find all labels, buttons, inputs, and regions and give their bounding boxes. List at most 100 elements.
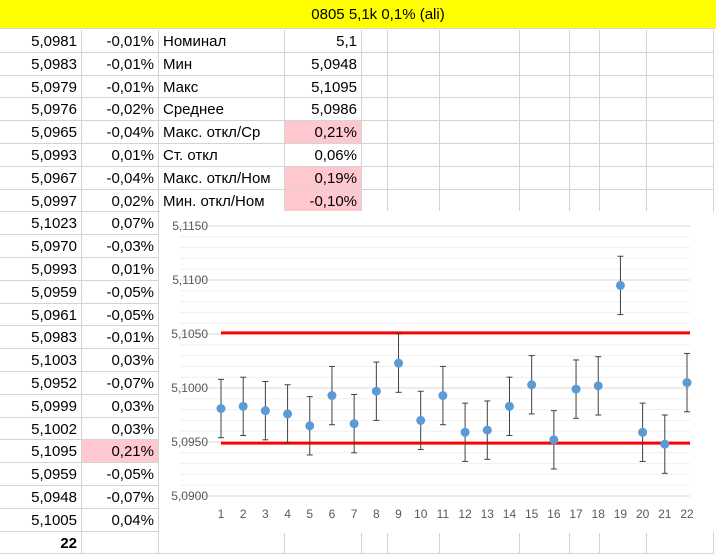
stat-label-cell[interactable]: Макс. откл/Ср	[159, 121, 285, 144]
stat-value-cell[interactable]: 5,1	[285, 30, 362, 53]
empty-cell[interactable]	[520, 52, 570, 76]
value-cell[interactable]: 5,0999	[0, 394, 82, 418]
value-cell[interactable]: 5,0976	[0, 98, 82, 122]
empty-cell[interactable]	[647, 166, 714, 190]
empty-cell[interactable]	[600, 52, 647, 76]
value-cell[interactable]: 5,0993	[0, 258, 82, 281]
deviation-cell[interactable]: 0,02%	[82, 189, 159, 213]
empty-cell[interactable]	[600, 30, 647, 53]
empty-cell[interactable]	[440, 75, 520, 99]
value-cell[interactable]: 5,1095	[0, 440, 82, 464]
empty-cell[interactable]	[520, 98, 570, 122]
empty-cell[interactable]	[388, 166, 440, 190]
empty-cell[interactable]	[647, 52, 714, 76]
deviation-cell[interactable]: 0,01%	[82, 258, 159, 281]
deviation-cell[interactable]: -0,04%	[82, 166, 159, 190]
deviation-cell[interactable]: -0,01%	[82, 52, 159, 76]
stat-label-cell[interactable]: Мин. откл/Ном	[159, 189, 285, 213]
stat-value-cell[interactable]: 5,0986	[285, 98, 362, 122]
value-cell[interactable]: 5,0959	[0, 463, 82, 486]
deviation-cell[interactable]: -0,03%	[82, 235, 159, 258]
empty-cell[interactable]	[600, 121, 647, 144]
empty-cell[interactable]	[388, 531, 440, 555]
deviation-cell[interactable]: -0,04%	[82, 121, 159, 144]
stat-label-cell[interactable]: Номинал	[159, 30, 285, 53]
empty-cell[interactable]	[570, 75, 600, 99]
empty-cell[interactable]	[362, 121, 388, 144]
empty-cell[interactable]	[600, 144, 647, 167]
empty-cell[interactable]	[362, 144, 388, 167]
empty-cell[interactable]	[388, 98, 440, 122]
empty-cell[interactable]	[600, 98, 647, 122]
stat-label-cell[interactable]: Ст. откл	[159, 144, 285, 167]
deviation-cell[interactable]: -0,07%	[82, 486, 159, 509]
empty-cell[interactable]	[388, 75, 440, 99]
empty-cell[interactable]	[362, 75, 388, 99]
empty-cell[interactable]	[647, 98, 714, 122]
value-cell[interactable]: 5,1023	[0, 212, 82, 236]
empty-cell[interactable]	[520, 531, 570, 555]
deviation-cell[interactable]: -0,07%	[82, 372, 159, 395]
empty-cell[interactable]	[570, 98, 600, 122]
empty-cell[interactable]	[440, 98, 520, 122]
empty-cell[interactable]	[362, 30, 388, 53]
deviation-cell[interactable]: -0,05%	[82, 463, 159, 486]
empty-cell[interactable]	[388, 189, 440, 213]
value-cell[interactable]: 5,0997	[0, 189, 82, 213]
empty-cell[interactable]	[520, 121, 570, 144]
deviation-cell[interactable]: 0,03%	[82, 349, 159, 372]
deviation-cell[interactable]: 0,21%	[82, 440, 159, 464]
value-cell[interactable]: 5,1005	[0, 508, 82, 532]
empty-cell[interactable]	[647, 531, 714, 555]
empty-cell[interactable]	[440, 189, 520, 213]
empty-cell[interactable]	[647, 144, 714, 167]
deviation-cell[interactable]: 0,01%	[82, 144, 159, 167]
value-cell[interactable]: 5,0967	[0, 166, 82, 190]
empty-cell[interactable]	[600, 531, 647, 555]
value-cell[interactable]: 5,0983	[0, 52, 82, 76]
value-cell[interactable]: 5,0983	[0, 326, 82, 350]
empty-cell[interactable]	[520, 30, 570, 53]
value-cell[interactable]: 5,1003	[0, 349, 82, 372]
empty-cell[interactable]	[520, 75, 570, 99]
value-cell[interactable]: 5,0970	[0, 235, 82, 258]
deviation-cell[interactable]: -0,02%	[82, 98, 159, 122]
empty-cell[interactable]	[362, 166, 388, 190]
stat-label-cell[interactable]: Мин	[159, 52, 285, 76]
value-cell[interactable]: 5,0959	[0, 280, 82, 304]
deviation-cell[interactable]: -0,05%	[82, 280, 159, 304]
empty-cell[interactable]	[440, 52, 520, 76]
empty-cell[interactable]	[388, 121, 440, 144]
empty-cell[interactable]	[570, 166, 600, 190]
deviation-cell[interactable]: 0,07%	[82, 212, 159, 236]
stat-value-cell[interactable]: 0,06%	[285, 144, 362, 167]
empty-cell[interactable]	[388, 52, 440, 76]
value-cell[interactable]: 5,0961	[0, 303, 82, 327]
empty-cell[interactable]	[647, 30, 714, 53]
empty-cell[interactable]	[570, 121, 600, 144]
value-cell[interactable]: 5,0979	[0, 75, 82, 99]
empty-cell[interactable]	[647, 75, 714, 99]
empty-cell[interactable]	[388, 144, 440, 167]
stat-value-cell[interactable]: 0,21%	[285, 121, 362, 144]
empty-cell[interactable]	[600, 166, 647, 190]
stat-value-cell[interactable]: 5,1095	[285, 75, 362, 99]
count-cell[interactable]: 22	[0, 531, 82, 555]
empty-cell[interactable]	[570, 189, 600, 213]
empty-cell[interactable]	[647, 121, 714, 144]
stat-label-cell[interactable]: Среднее	[159, 98, 285, 122]
stat-label-cell[interactable]: Макс. откл/Ном	[159, 166, 285, 190]
empty-cell[interactable]	[570, 52, 600, 76]
empty-cell[interactable]	[285, 531, 362, 555]
empty-cell[interactable]	[362, 531, 388, 555]
deviation-cell[interactable]: -0,05%	[82, 303, 159, 327]
empty-cell[interactable]	[570, 531, 600, 555]
stat-value-cell[interactable]: 0,19%	[285, 166, 362, 190]
empty-cell[interactable]	[440, 30, 520, 53]
value-cell[interactable]: 5,0952	[0, 372, 82, 395]
empty-cell[interactable]	[600, 189, 647, 213]
empty-cell[interactable]	[600, 75, 647, 99]
stat-value-cell[interactable]: 5,0948	[285, 52, 362, 76]
deviation-cell[interactable]: 0,03%	[82, 417, 159, 441]
